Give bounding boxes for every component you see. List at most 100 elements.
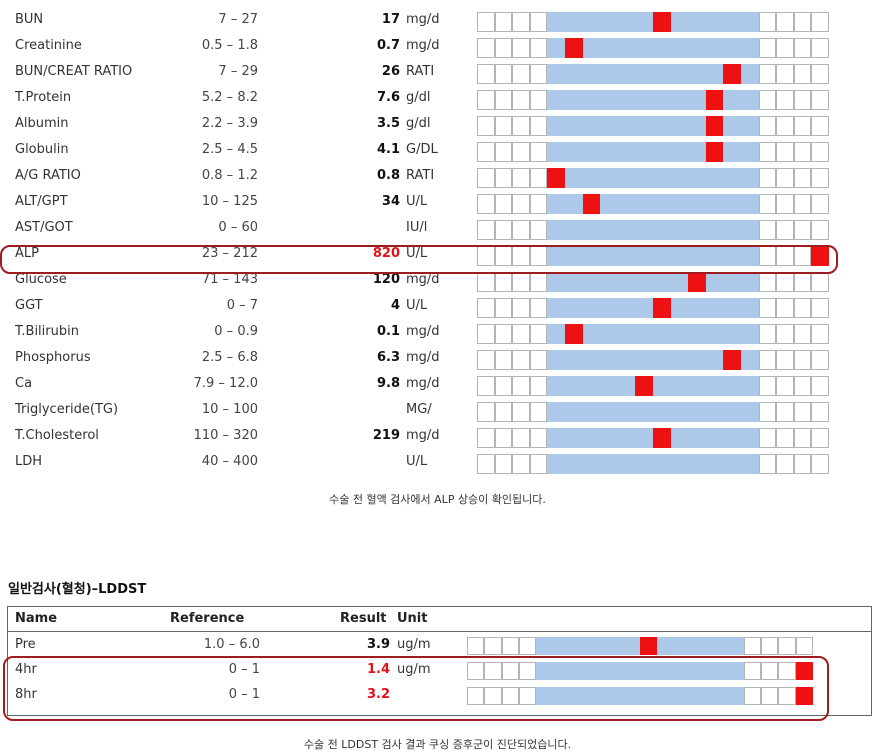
range-cell xyxy=(582,12,601,32)
range-cell xyxy=(652,194,671,214)
range-cell xyxy=(564,168,583,188)
range-cell xyxy=(635,220,653,240)
range-cell xyxy=(529,298,548,318)
range-cell xyxy=(793,350,812,370)
range-cell xyxy=(582,142,601,162)
range-cell xyxy=(811,116,829,136)
range-cell xyxy=(793,90,812,110)
range-cell xyxy=(582,90,601,110)
result-value: 0.8 xyxy=(376,168,400,183)
result-unit: MG/ xyxy=(406,402,432,417)
lddst-row: 8hr 0 – 1 3.2 xyxy=(8,684,871,708)
range-cell xyxy=(600,90,618,110)
range-cell xyxy=(512,142,530,162)
range-cell xyxy=(740,350,759,370)
range-cell xyxy=(477,402,495,422)
range-cell xyxy=(547,142,565,162)
range-cell xyxy=(570,662,589,680)
range-cell xyxy=(761,687,779,705)
range-cell xyxy=(600,350,618,370)
range-cell xyxy=(600,402,618,422)
range-cell xyxy=(811,168,829,188)
result-value: 3.2 xyxy=(366,687,390,702)
reference-range: 10 – 100 xyxy=(201,402,258,417)
range-cell xyxy=(652,64,671,84)
range-cell xyxy=(635,350,653,370)
range-cell xyxy=(758,402,777,422)
range-cell xyxy=(778,662,796,680)
range-cell xyxy=(670,376,689,396)
range-cell xyxy=(547,220,565,240)
range-cell xyxy=(776,324,794,344)
range-cell xyxy=(709,637,727,655)
reference-range: 0 – 0.9 xyxy=(214,324,258,339)
range-cell xyxy=(617,220,636,240)
range-cell xyxy=(740,402,759,422)
range-cell xyxy=(705,298,724,318)
range-cell xyxy=(726,662,744,680)
range-cell xyxy=(564,12,583,32)
range-cell xyxy=(477,376,495,396)
range-cell xyxy=(622,662,640,680)
range-cell xyxy=(564,220,583,240)
range-cell xyxy=(564,272,583,292)
range-cell xyxy=(605,662,623,680)
range-cell xyxy=(723,402,741,422)
range-cell xyxy=(743,687,762,705)
lab-row: BUN 7 – 27 17 mg/d xyxy=(0,8,860,34)
result-marker xyxy=(723,350,741,370)
range-cell xyxy=(600,220,618,240)
range-cell xyxy=(639,687,658,705)
result-value xyxy=(320,398,400,424)
range-cell xyxy=(811,428,829,448)
range-cell xyxy=(793,324,812,344)
range-cell xyxy=(793,12,812,32)
range-cell xyxy=(536,687,554,705)
result-marker xyxy=(547,168,565,188)
range-cell xyxy=(761,637,779,655)
range-cell xyxy=(512,298,530,318)
result-value: 3.5 xyxy=(376,116,400,131)
range-cell xyxy=(494,272,513,292)
range-cell xyxy=(494,38,513,58)
range-cell xyxy=(477,38,495,58)
test-name: Phosphorus xyxy=(15,350,91,365)
reference-range: 0.5 – 1.8 xyxy=(201,38,258,53)
reference-range: 0 – 60 xyxy=(218,220,258,235)
range-cell xyxy=(600,376,618,396)
range-cell xyxy=(793,168,812,188)
range-cell xyxy=(617,12,636,32)
result-value: 3.9 xyxy=(366,637,390,652)
range-cell xyxy=(793,142,812,162)
range-cell xyxy=(564,402,583,422)
range-cell xyxy=(776,376,794,396)
range-cell xyxy=(635,142,653,162)
result-marker xyxy=(795,687,813,705)
caption-lddst: 수술 전 LDDST 검사 결과 쿠싱 증후군이 진단되었습니다. xyxy=(303,738,572,751)
range-cell xyxy=(600,116,618,136)
range-cell xyxy=(564,428,583,448)
result-marker xyxy=(705,90,724,110)
test-name: A/G RATIO xyxy=(15,168,81,183)
alp-highlight-box xyxy=(0,245,838,274)
range-cell xyxy=(529,168,548,188)
lddst-header-row: Name Reference Result Unit xyxy=(8,607,871,632)
range-cell xyxy=(705,376,724,396)
range-cell xyxy=(582,324,601,344)
range-cell xyxy=(600,298,618,318)
range-cell xyxy=(776,194,794,214)
range-bar xyxy=(477,402,829,422)
range-cell xyxy=(512,376,530,396)
range-cell xyxy=(743,637,762,655)
range-cell xyxy=(529,142,548,162)
range-cell xyxy=(688,194,706,214)
range-cell xyxy=(758,376,777,396)
range-cell xyxy=(811,12,829,32)
range-cell xyxy=(570,687,589,705)
range-cell xyxy=(688,428,706,448)
range-cell xyxy=(811,142,829,162)
range-cell xyxy=(705,38,724,58)
range-cell xyxy=(793,220,812,240)
range-cell xyxy=(588,662,606,680)
range-cell xyxy=(547,90,565,110)
